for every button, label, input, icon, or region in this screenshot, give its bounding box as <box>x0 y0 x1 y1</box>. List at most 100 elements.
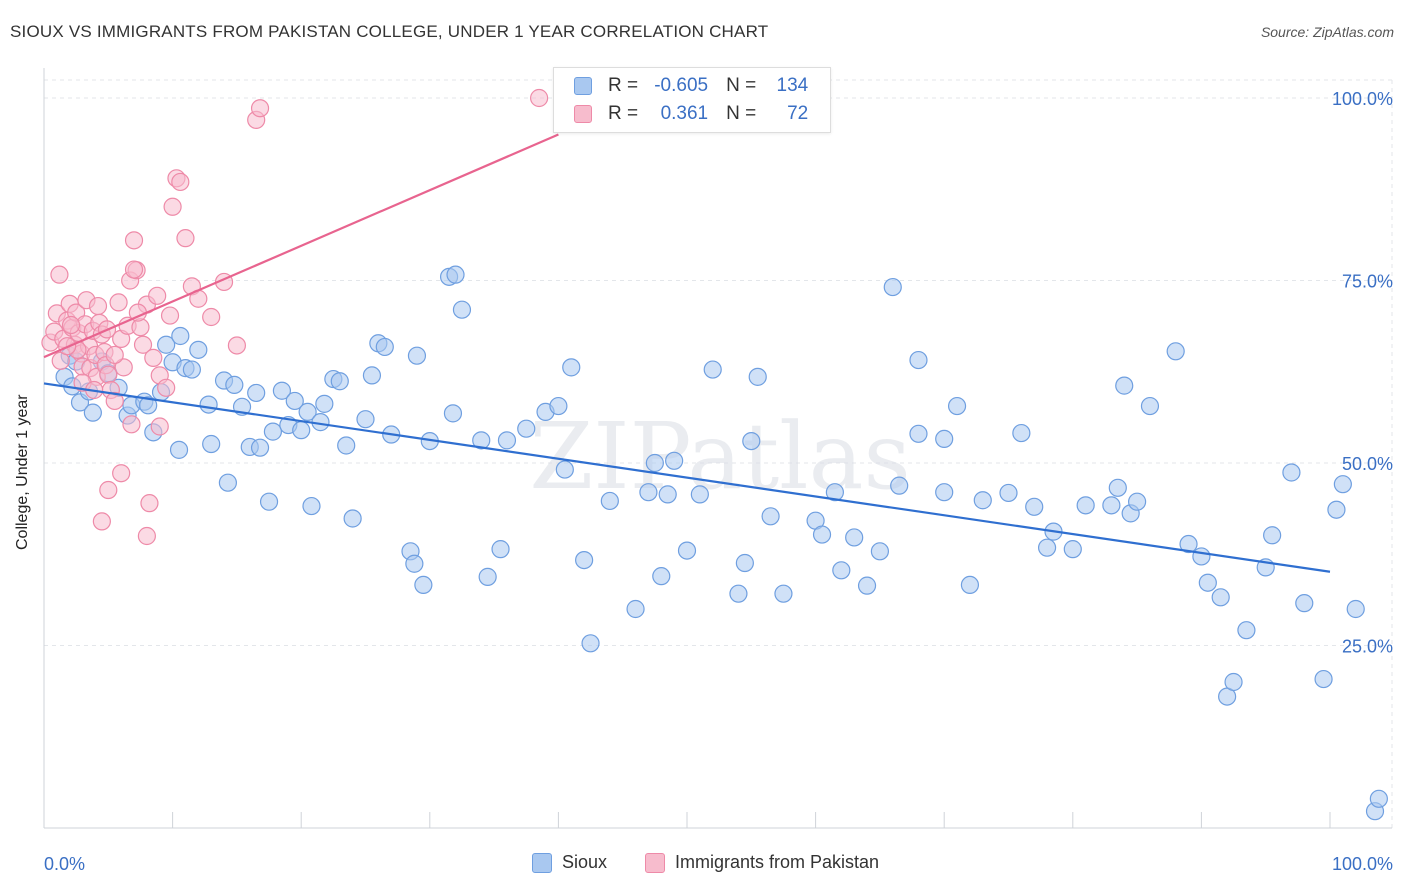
sioux-point <box>407 346 427 365</box>
sioux-point <box>472 431 491 450</box>
x-tick-label: 0.0% <box>44 854 85 874</box>
sioux-point <box>337 436 356 455</box>
sioux-point <box>748 367 767 386</box>
n-label: N = <box>726 75 757 96</box>
sioux-point <box>446 265 465 284</box>
stats-row-sioux: R = -0.605 N = 134 <box>574 72 808 100</box>
sioux-point <box>729 584 748 603</box>
y-tick-label: 100.0% <box>1332 89 1393 109</box>
sioux-point <box>315 394 334 413</box>
sioux-point <box>169 440 189 459</box>
pakistan-point <box>99 480 118 500</box>
sioux-point <box>1076 496 1095 515</box>
sioux-point <box>199 395 218 414</box>
stats-box: R = -0.605 N = 134 R = 0.361 N = 72 <box>553 67 831 133</box>
pakistan-point <box>50 265 69 284</box>
sioux-point <box>555 460 574 479</box>
sioux-point <box>517 419 536 438</box>
pakistan-point <box>150 417 169 436</box>
chart-title: SIOUX VS IMMIGRANTS FROM PAKISTAN COLLEG… <box>10 22 769 41</box>
legend-label-sioux: Sioux <box>562 852 608 872</box>
sioux-point <box>139 396 158 415</box>
sioux-point <box>690 485 709 504</box>
x-tick-label: 100.0% <box>1332 854 1393 874</box>
pakistan-point <box>61 315 81 335</box>
sioux-point <box>1198 573 1217 592</box>
n-label: N = <box>726 103 757 124</box>
sioux-point <box>870 542 890 561</box>
sioux-legend-swatch <box>532 852 552 873</box>
sioux-point <box>947 396 967 416</box>
sioux-point <box>639 483 658 502</box>
sioux-point <box>909 424 928 443</box>
sioux-point <box>302 496 321 516</box>
sioux-point <box>960 575 980 595</box>
sioux-n-value: 134 <box>776 75 809 96</box>
sioux-point <box>443 404 463 423</box>
sioux-point <box>414 575 433 595</box>
sioux-point <box>652 567 671 586</box>
sioux-point <box>171 326 190 346</box>
pakistan-point <box>105 345 124 365</box>
sioux-point <box>356 410 375 429</box>
pakistan-point <box>133 335 153 354</box>
sioux-point <box>935 429 954 449</box>
sioux-point <box>1012 423 1031 443</box>
sioux-point <box>600 491 619 511</box>
sioux-point <box>626 599 645 619</box>
sioux-trend-line <box>43 382 1331 573</box>
sioux-r-value: -0.605 <box>654 75 709 96</box>
pakistan-point <box>109 293 128 312</box>
r-label: R = <box>608 75 639 96</box>
sioux-point <box>285 391 304 411</box>
pakistan-point <box>148 286 167 305</box>
sioux-point <box>935 483 954 502</box>
sioux-point <box>857 576 877 595</box>
sioux-point <box>343 509 362 528</box>
sioux-point <box>1327 500 1346 519</box>
r-label: R = <box>608 103 639 124</box>
y-axis-label: College, Under 1 year <box>14 394 31 550</box>
sioux-point <box>1102 496 1121 515</box>
pakistan-points <box>41 88 549 546</box>
sioux-points <box>55 265 1388 821</box>
sioux-point <box>562 358 581 377</box>
sioux-point <box>478 567 497 586</box>
sioux-point <box>1295 594 1314 613</box>
sioux-point <box>272 381 292 400</box>
y-tick-label: 25.0% <box>1342 637 1393 657</box>
sioux-point <box>677 541 697 560</box>
pakistan-point <box>122 415 141 434</box>
legend-item-sioux[interactable]: Sioux <box>532 852 607 873</box>
sioux-point <box>83 403 102 422</box>
pakistan-point <box>202 307 221 327</box>
sioux-point <box>1346 599 1365 619</box>
legend-item-pakistan[interactable]: Immigrants from Pakistan <box>645 852 879 873</box>
sioux-point <box>1025 497 1044 516</box>
sioux-point <box>703 360 722 379</box>
pakistan-swatch <box>574 105 592 123</box>
sioux-point <box>832 561 851 580</box>
sioux-point <box>825 483 844 502</box>
sioux-point <box>157 335 176 354</box>
sioux-point <box>1140 396 1160 416</box>
sioux-point <box>263 422 283 441</box>
sioux-point <box>812 525 832 544</box>
sioux-point <box>665 451 684 470</box>
pakistan-point <box>88 296 108 316</box>
sioux-point <box>1037 538 1057 557</box>
sioux-point <box>1115 376 1134 395</box>
sioux-point <box>1237 621 1256 640</box>
sioux-point <box>581 634 600 653</box>
pakistan-point <box>176 229 195 248</box>
watermark: ZIPatlas <box>529 403 910 510</box>
pakistan-point <box>140 494 159 513</box>
sioux-point <box>292 421 311 440</box>
sioux-point <box>742 432 761 451</box>
sioux-point <box>259 492 279 511</box>
sioux-point <box>1224 672 1243 692</box>
sioux-point <box>999 483 1018 503</box>
sioux-point <box>645 453 664 473</box>
sioux-point <box>883 277 902 297</box>
